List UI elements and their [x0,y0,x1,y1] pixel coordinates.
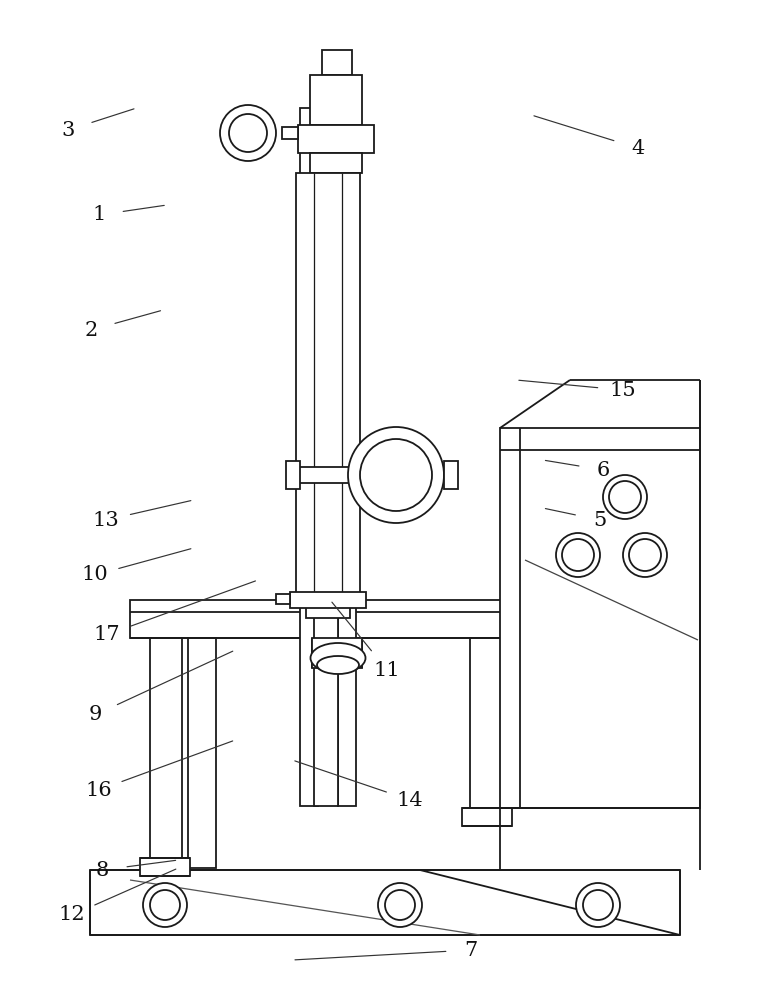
Text: 1: 1 [92,206,106,225]
Bar [338,108,356,806]
Bar [298,290,358,302]
Text: 12: 12 [58,906,86,924]
Text: 13: 13 [93,510,120,530]
Ellipse shape [317,656,359,674]
Text: 6: 6 [597,460,610,480]
Circle shape [623,533,667,577]
Text: 7: 7 [464,940,477,960]
Bar [322,50,352,75]
Bar [470,638,505,808]
Bar [130,600,580,638]
Circle shape [576,883,620,927]
Text: 10: 10 [81,566,109,584]
Bar [310,153,362,173]
Bar [286,461,300,489]
Circle shape [609,481,641,513]
Circle shape [629,539,661,571]
Circle shape [378,883,422,927]
Bar [310,75,362,125]
Bar [298,570,358,588]
Circle shape [143,883,187,927]
Bar [312,638,362,668]
Bar [150,638,182,868]
Bar [296,173,360,593]
Text: 9: 9 [88,706,102,724]
Circle shape [556,533,600,577]
Bar [306,588,350,618]
Bar [298,125,374,153]
Text: 4: 4 [631,138,644,157]
Circle shape [348,427,444,523]
Circle shape [583,890,613,920]
Circle shape [150,890,180,920]
Bar [462,808,512,826]
Circle shape [220,105,276,161]
Bar [314,108,338,806]
Text: 16: 16 [85,780,112,800]
Text: 15: 15 [609,380,636,399]
Ellipse shape [310,643,366,673]
Circle shape [229,114,267,152]
Text: 5: 5 [593,510,606,530]
Text: 14: 14 [396,790,424,810]
Bar [300,108,318,806]
Bar [276,594,290,604]
Bar [140,858,190,876]
Circle shape [603,475,647,519]
Circle shape [385,890,415,920]
Bar [188,638,216,868]
Bar [90,870,680,935]
Bar [290,592,366,608]
Text: 11: 11 [373,660,401,680]
Text: 8: 8 [96,860,109,880]
Bar [282,127,298,139]
Bar [296,467,396,483]
Text: 17: 17 [93,626,120,645]
Circle shape [562,539,594,571]
Bar [444,461,458,489]
Text: 3: 3 [61,120,75,139]
Circle shape [360,439,432,511]
Bar [500,428,700,808]
Text: 2: 2 [84,320,98,340]
